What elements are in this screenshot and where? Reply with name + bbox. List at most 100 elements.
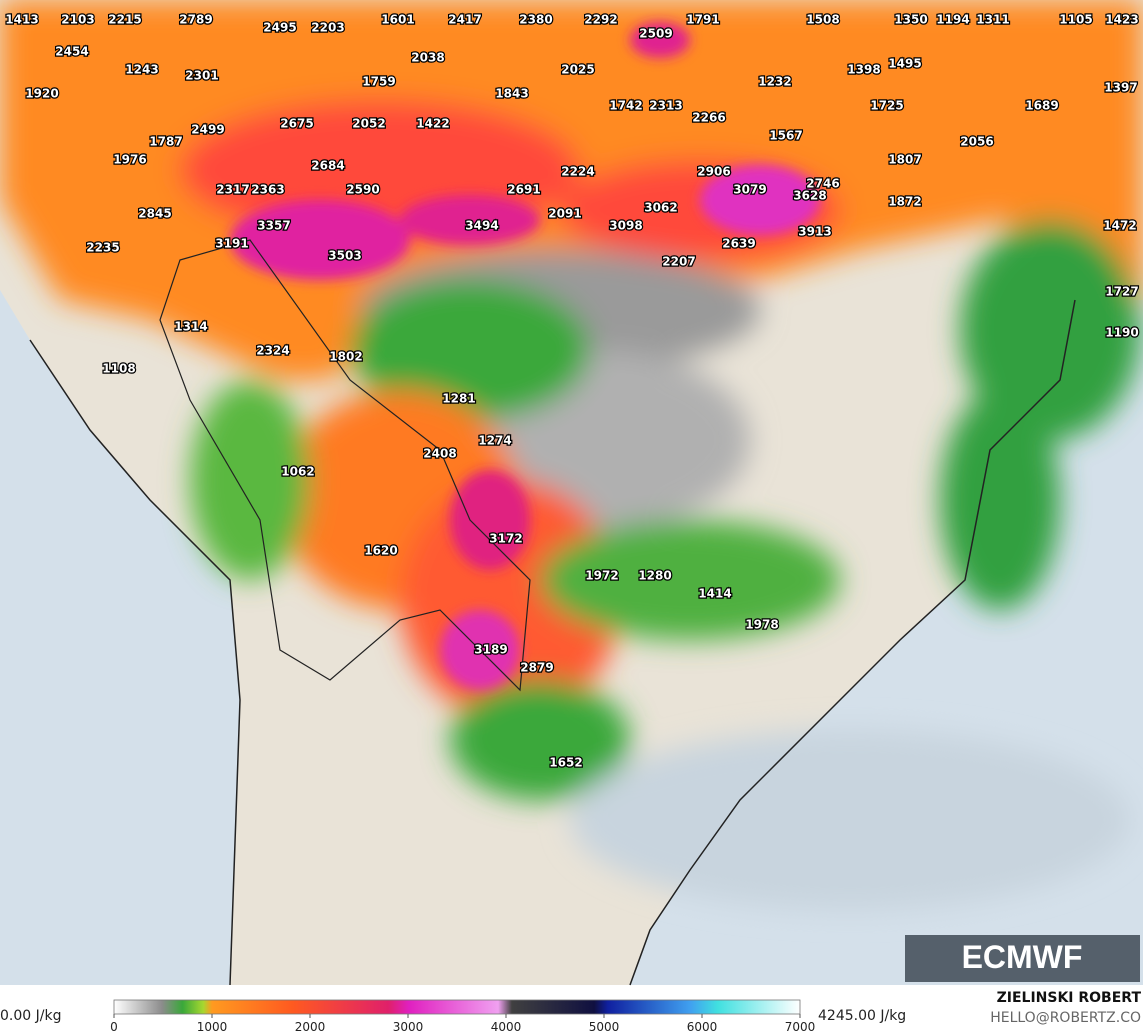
cape-label: 1413	[5, 13, 38, 27]
cape-label: 1759	[362, 75, 395, 89]
cape-label: 1423	[1105, 13, 1138, 27]
cape-label: 2639	[722, 237, 755, 251]
cape-label: 2052	[352, 117, 385, 131]
cape-label: 1105	[1059, 13, 1092, 27]
cape-label: 2691	[507, 183, 540, 197]
cape-label: 2313	[649, 99, 682, 113]
border	[159, 239, 531, 692]
cape-label: 3098	[609, 219, 642, 233]
map-labels: 1413 2103 2215 2789 2495 2203 1601 2417 2380 2292…	[4, 11, 1140, 771]
field-peaks	[230, 22, 820, 690]
cape-label: 2746	[806, 177, 839, 191]
cape-label: 1976	[113, 153, 146, 167]
cape-label: 1495	[888, 57, 921, 71]
cape-label: 2103	[61, 13, 94, 27]
cape-label: 1243	[125, 63, 158, 77]
cape-label: 3357	[257, 219, 290, 233]
coastline	[29, 339, 241, 986]
cape-label: 2906	[697, 165, 730, 179]
cape-label: 3503	[328, 249, 361, 263]
coastline	[629, 299, 1076, 986]
cape-label: 1274	[478, 434, 511, 448]
cape-label: 1190	[1105, 326, 1138, 340]
cape-label: 1232	[758, 75, 791, 89]
cape-label: 2408	[423, 447, 456, 461]
cape-label: 2025	[561, 63, 594, 77]
colorbar-tick-label: 0	[110, 1020, 118, 1034]
cape-label: 1843	[495, 87, 528, 101]
cape-label: 1567	[769, 129, 802, 143]
cape-label: 2363	[251, 183, 284, 197]
cape-label: 1062	[281, 465, 314, 479]
cape-label: 1727	[1105, 285, 1138, 299]
colorbar-tick-label: 6000	[687, 1020, 718, 1034]
cape-label: 1802	[329, 350, 362, 364]
cape-label: 1422	[416, 117, 449, 131]
cape-label: 1311	[976, 13, 1009, 27]
cape-label: 2038	[411, 51, 444, 65]
cape-label: 1314	[174, 320, 207, 334]
cape-label: 2324	[256, 344, 289, 358]
credit-contact: HELLO@ROBERTZ.CO	[990, 1010, 1141, 1026]
cape-label: 2499	[191, 123, 224, 137]
cape-label: 2789	[179, 13, 212, 27]
cape-label: 1397	[1104, 81, 1137, 95]
logo: ECMWF	[962, 939, 1083, 975]
colorbar-ticks: 0 1000 2000 3000 4000 5000 6000 7000	[110, 1014, 815, 1034]
cape-label: 1194	[936, 13, 969, 27]
cape-label: 3172	[489, 532, 522, 546]
cape-label: 1350	[894, 13, 927, 27]
colorbar-tick-label: 2000	[295, 1020, 326, 1034]
cape-label: 1601	[381, 13, 414, 27]
cape-label: 1281	[442, 392, 475, 406]
cape-label: 2235	[86, 241, 119, 255]
cape-label: 2292	[584, 13, 617, 27]
cape-label: 2509	[639, 27, 672, 41]
cape-label: 2845	[138, 207, 171, 221]
field	[0, 0, 1143, 910]
cape-label: 1652	[549, 756, 582, 770]
cape-label: 2417	[448, 13, 481, 27]
cape-label: 3191	[215, 237, 248, 251]
cape-label: 2224	[561, 165, 594, 179]
cape-label: 2207	[662, 255, 695, 269]
cape-label: 2454	[55, 45, 88, 59]
cape-label: 3494	[465, 219, 498, 233]
cape-label: 2380	[519, 13, 552, 27]
colorbar-tick-label: 5000	[589, 1020, 620, 1034]
cape-label: 2317	[216, 183, 249, 197]
cape-label: 2495	[263, 21, 296, 35]
cape-label: 3062	[644, 201, 677, 215]
colorbar-tick-label: 3000	[393, 1020, 424, 1034]
cape-label: 1872	[888, 195, 921, 209]
cape-label: 2684	[311, 159, 344, 173]
cape-label: 1108	[102, 362, 135, 376]
cape-label: 1807	[888, 153, 921, 167]
colorbar-tick-label: 1000	[197, 1020, 228, 1034]
cape-label: 1398	[847, 63, 880, 77]
cape-label: 2215	[108, 13, 141, 27]
cape-label: 3628	[793, 189, 826, 203]
colorbar-max: 4245.00 J/kg	[818, 1008, 906, 1024]
cape-label: 1472	[1103, 219, 1136, 233]
cape-label: 1972	[585, 569, 618, 583]
cape-label: 1508	[806, 13, 839, 27]
cape-label: 3913	[798, 225, 831, 239]
cape-label: 1689	[1025, 99, 1058, 113]
cape-label: 2879	[520, 661, 553, 675]
cape-label: 1280	[638, 569, 671, 583]
colorbar-tick-label: 7000	[785, 1020, 816, 1034]
colorbar-tick-label: 4000	[491, 1020, 522, 1034]
credit-name: ZIELINSKI ROBERT	[997, 990, 1142, 1006]
map	[0, 0, 1143, 986]
cape-label: 2590	[346, 183, 379, 197]
cape-label: 2203	[311, 21, 344, 35]
cape-label: 2091	[548, 207, 581, 221]
cape-label: 2266	[692, 111, 725, 125]
cape-label: 3079	[733, 183, 766, 197]
cape-label: 2056	[960, 135, 993, 149]
cape-label: 1920	[25, 87, 58, 101]
cape-label: 3189	[474, 643, 507, 657]
logo-box	[905, 935, 1140, 982]
